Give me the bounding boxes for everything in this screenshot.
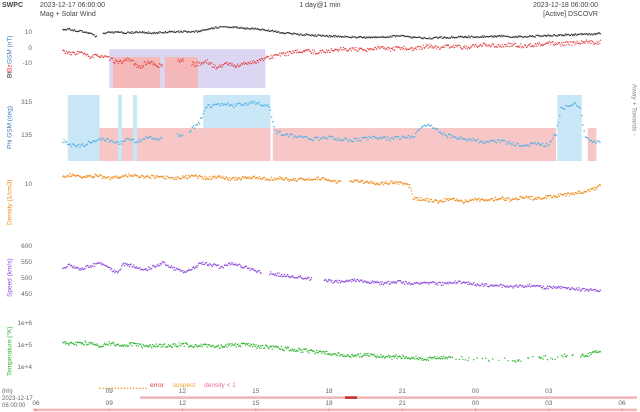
x-tick-row2-09: 09 — [105, 399, 113, 407]
mag-axis-label-bt: Bt — [6, 71, 14, 79]
x-axis-unit-label: (hh) — [2, 389, 13, 395]
phi-sector-label: Away + Towards - — [630, 84, 638, 136]
y-tick-speed-450: 450 — [21, 290, 32, 298]
quality-bars — [33, 396, 637, 412]
x-tick-row1-21: 21 — [398, 388, 406, 395]
x-tick-row1-00: 00 — [471, 388, 480, 395]
panel-phi-regions — [67, 95, 597, 161]
x-tick-row2-03: 03 — [545, 399, 553, 407]
suspect-flag-dots — [99, 387, 147, 390]
flag-legend: error suspect density < 1 — [150, 382, 236, 390]
x-tick-row1-03: 03 — [545, 388, 553, 395]
legend-density-lt-1: density < 1 — [204, 382, 236, 389]
x-tick-row1-12: 12 — [178, 388, 187, 395]
y-tick-speed-600: 600 — [21, 243, 32, 251]
y-tick-speed-500: 500 — [21, 274, 32, 282]
legend-suspect: suspect — [172, 382, 196, 389]
panel-mag-regions — [109, 49, 266, 88]
x-tick-row1-18: 18 — [325, 388, 333, 395]
y-tick-mag-0: 0 — [28, 44, 32, 52]
x-tick-row2-06: 06 — [32, 399, 40, 407]
panel-mag-series-bt — [62, 26, 602, 40]
source-label: [Active] DSCOVR — [543, 11, 598, 18]
panel-temp-series-temperature — [62, 340, 602, 363]
plot-title: Mag + Solar Wind — [40, 11, 96, 18]
y-tick-temp-1e+4: 1e+4 — [17, 363, 32, 371]
y-tick-speed-550: 550 — [21, 259, 32, 267]
y-tick-phi-315: 315 — [21, 98, 32, 106]
x-tick-row2-12: 12 — [178, 399, 187, 407]
x-axis-start-date: 2023-12-17 — [2, 396, 33, 402]
panel-mag-series-bz — [62, 39, 602, 70]
density-axis-label: Density (1/cm3) — [6, 179, 14, 226]
panel-phi-series-phi — [62, 100, 601, 149]
y-tick-phi-135: 135 — [21, 131, 32, 139]
panel-speed-series-speed — [62, 260, 602, 293]
x-tick-row1-09: 09 — [105, 388, 113, 395]
resolution-label: 1 day@1 min — [299, 2, 341, 9]
y-tick-mag-10: 10 — [24, 29, 32, 37]
start-datetime: 2023-12-17 06:00:00 — [40, 2, 105, 9]
swpc-logo-text: SWPC — [2, 2, 23, 9]
panel-density-series-density — [62, 173, 602, 205]
x-tick-row2-15: 15 — [252, 399, 260, 407]
x-tick-row2-21: 21 — [398, 399, 406, 407]
legend-error: error — [150, 382, 164, 389]
y-tick-density-10: 10 — [24, 180, 32, 188]
temperature-axis-label: Temperature (°K) — [6, 326, 14, 376]
y-tick-temp-1e+6: 1e+6 — [17, 319, 32, 327]
y-tick-temp-1e+5: 1e+5 — [17, 341, 32, 349]
end-datetime: 2023-12-18 06:00:00 — [533, 2, 598, 9]
x-tick-row2-06: 06 — [618, 399, 626, 407]
x-tick-row2-18: 18 — [325, 399, 333, 407]
x-tick-row1-15: 15 — [252, 388, 260, 395]
x-tick-row2-00: 00 — [471, 399, 480, 407]
y-tick-mag--10: -10 — [22, 60, 32, 68]
x-axis-start-time: 06:00:00 — [2, 403, 26, 409]
